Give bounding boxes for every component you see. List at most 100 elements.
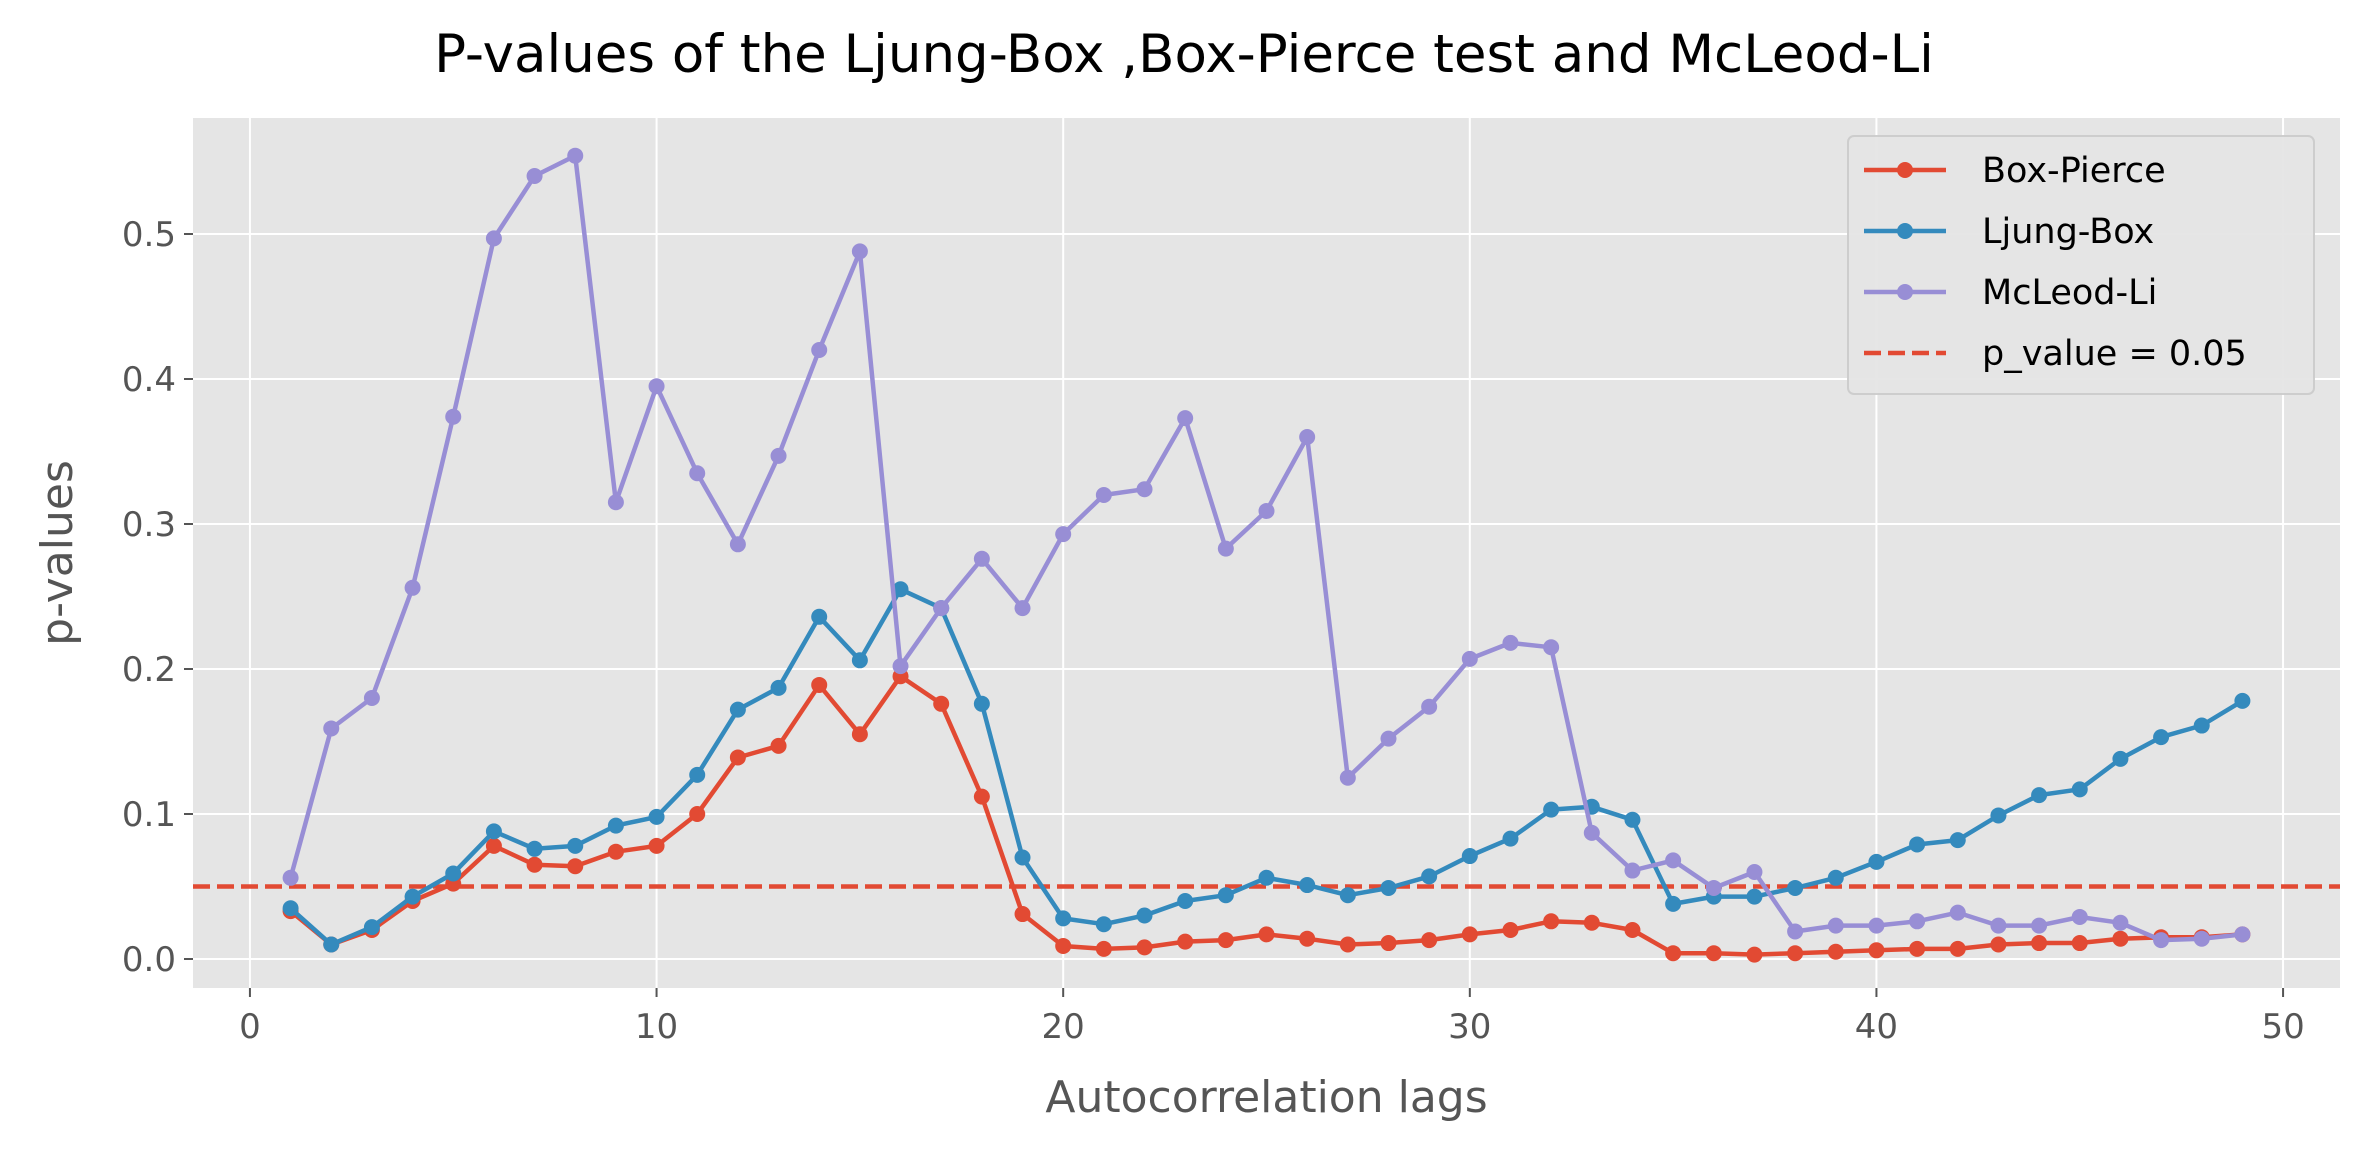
data-point-ljung-box [282, 900, 299, 917]
data-point-box-pierce [1177, 933, 1194, 950]
data-point-box-pierce [607, 843, 624, 860]
data-point-mcleod-li [1421, 698, 1438, 715]
x-tick-label: 30 [1448, 1007, 1491, 1047]
data-point-mcleod-li [1014, 600, 1031, 617]
x-tick-label: 50 [2261, 1007, 2304, 1047]
data-point-mcleod-li [770, 447, 787, 464]
data-point-mcleod-li [1095, 487, 1112, 503]
data-point-box-pierce [973, 788, 990, 805]
data-point-ljung-box [1949, 832, 1966, 849]
data-point-mcleod-li [323, 720, 340, 737]
data-point-mcleod-li [1543, 639, 1560, 656]
data-point-box-pierce [1909, 940, 1926, 957]
data-point-box-pierce [526, 856, 543, 873]
data-point-ljung-box [2071, 781, 2088, 798]
data-point-mcleod-li [567, 147, 584, 164]
data-point-ljung-box [1136, 907, 1153, 924]
data-point-box-pierce [2071, 935, 2088, 952]
data-point-box-pierce [811, 676, 828, 693]
data-point-ljung-box [607, 817, 624, 834]
data-point-mcleod-li [1624, 862, 1641, 879]
data-point-mcleod-li [1136, 481, 1153, 498]
data-point-box-pierce [1624, 922, 1641, 938]
data-point-mcleod-li [2112, 914, 2129, 931]
data-point-mcleod-li [1299, 429, 1316, 445]
y-axis-ticks: 0.0 0.1 0.2 0.3 0.4 0.5 [122, 215, 193, 980]
data-point-mcleod-li [1258, 502, 1275, 519]
data-point-mcleod-li [445, 408, 462, 425]
data-point-box-pierce [1055, 937, 1072, 954]
data-point-box-pierce [1665, 945, 1682, 962]
legend-marker [1897, 223, 1913, 239]
data-point-mcleod-li [1461, 650, 1478, 667]
data-point-ljung-box [1380, 879, 1397, 896]
data-point-mcleod-li [1665, 852, 1682, 869]
data-point-box-pierce [1258, 926, 1275, 943]
data-point-mcleod-li [404, 579, 421, 596]
data-point-ljung-box [1909, 836, 1926, 853]
data-point-ljung-box [1299, 877, 1316, 894]
legend-marker [1897, 162, 1913, 178]
data-point-mcleod-li [485, 230, 502, 247]
data-point-mcleod-li [892, 658, 909, 675]
data-point-mcleod-li [2071, 908, 2088, 925]
x-tick-label: 10 [635, 1007, 678, 1047]
data-point-mcleod-li [1583, 824, 1600, 841]
data-point-ljung-box [1624, 811, 1641, 828]
data-point-ljung-box [1258, 869, 1275, 886]
y-tick-label: 0.1 [122, 795, 176, 835]
series-mcleod-li [282, 147, 2251, 949]
data-point-box-pierce [1990, 936, 2007, 953]
x-tick-label: 40 [1855, 1007, 1898, 1047]
data-point-box-pierce [1746, 946, 1763, 963]
data-point-mcleod-li [1502, 634, 1519, 651]
data-point-box-pierce [851, 726, 868, 743]
data-point-mcleod-li [1990, 917, 2007, 934]
data-point-box-pierce [485, 837, 502, 854]
data-point-ljung-box [1746, 888, 1763, 905]
data-point-ljung-box [363, 919, 380, 936]
data-point-ljung-box [1827, 869, 1844, 886]
data-point-ljung-box [2112, 750, 2129, 767]
data-point-mcleod-li [2193, 930, 2210, 947]
data-point-ljung-box [1543, 801, 1560, 818]
data-point-box-pierce [1339, 936, 1356, 953]
legend-label: Ljung-Box [1982, 212, 2154, 252]
data-point-mcleod-li [526, 168, 543, 184]
data-point-ljung-box [2153, 729, 2170, 746]
data-point-mcleod-li [811, 342, 828, 358]
data-point-mcleod-li [689, 465, 706, 482]
series-ljung-box [282, 581, 2251, 953]
data-point-box-pierce [2031, 935, 2048, 952]
data-point-box-pierce [1949, 940, 1966, 957]
data-point-box-pierce [648, 837, 665, 854]
legend: Box-Pierce Ljung-Box McLeod-Li p_value = 0.… [1847, 135, 2315, 395]
data-point-mcleod-li [1787, 923, 1804, 940]
data-point-ljung-box [2193, 717, 2210, 734]
y-tick-label: 0.2 [122, 650, 176, 690]
data-point-ljung-box [770, 679, 787, 696]
data-point-ljung-box [485, 823, 502, 840]
data-point-mcleod-li [1868, 917, 1885, 934]
data-point-ljung-box [1217, 887, 1234, 904]
data-point-box-pierce [1380, 935, 1397, 952]
data-point-ljung-box [892, 581, 909, 598]
x-tick-label: 0 [239, 1007, 261, 1047]
data-point-mcleod-li [1746, 864, 1763, 880]
data-point-box-pierce [729, 749, 746, 766]
legend-marker [1897, 284, 1913, 300]
data-point-ljung-box [567, 837, 584, 854]
data-point-mcleod-li [1380, 730, 1397, 747]
x-tick-label: 20 [1042, 1007, 1085, 1047]
data-point-ljung-box [1665, 895, 1682, 912]
data-point-mcleod-li [2153, 932, 2170, 949]
data-point-ljung-box [526, 840, 543, 857]
data-point-mcleod-li [648, 378, 665, 395]
y-axis-title: p-values [32, 460, 83, 646]
data-point-ljung-box [2031, 787, 2048, 804]
data-point-mcleod-li [1827, 917, 1844, 934]
y-tick-label: 0.3 [122, 505, 176, 545]
data-point-mcleod-li [1177, 410, 1194, 427]
data-point-box-pierce [1461, 926, 1478, 943]
data-point-box-pierce [1014, 906, 1031, 923]
